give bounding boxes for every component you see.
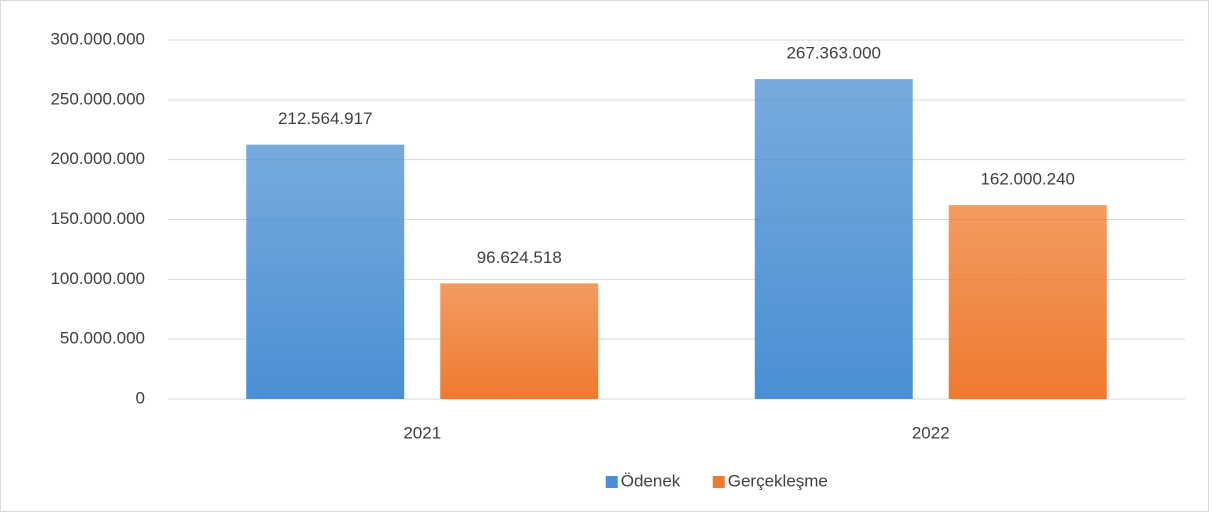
y-tick-label: 150.000.000 (50, 209, 145, 228)
y-tick-label: 0 (136, 388, 145, 407)
data-label: 212.564.917 (278, 109, 373, 128)
legend-swatch (605, 476, 618, 488)
y-tick-label: 300.000.000 (50, 29, 145, 48)
data-label: 162.000.240 (980, 170, 1075, 189)
x-tick-label: 2022 (912, 423, 950, 442)
bar (440, 283, 599, 399)
legend-label: Ödenek (621, 471, 681, 490)
x-tick-label: 2021 (403, 423, 441, 442)
y-tick-label: 100.000.000 (50, 269, 145, 288)
bar (948, 205, 1107, 399)
data-label: 267.363.000 (786, 44, 881, 63)
data-label: 96.624.518 (477, 248, 562, 267)
bar (246, 144, 405, 399)
legend-label: Gerçekleşme (728, 471, 828, 490)
y-tick-label: 200.000.000 (50, 149, 145, 168)
y-tick-label: 250.000.000 (50, 89, 145, 108)
bar (754, 79, 913, 400)
y-tick-label: 50.000.000 (60, 329, 145, 348)
legend-swatch (712, 476, 725, 488)
